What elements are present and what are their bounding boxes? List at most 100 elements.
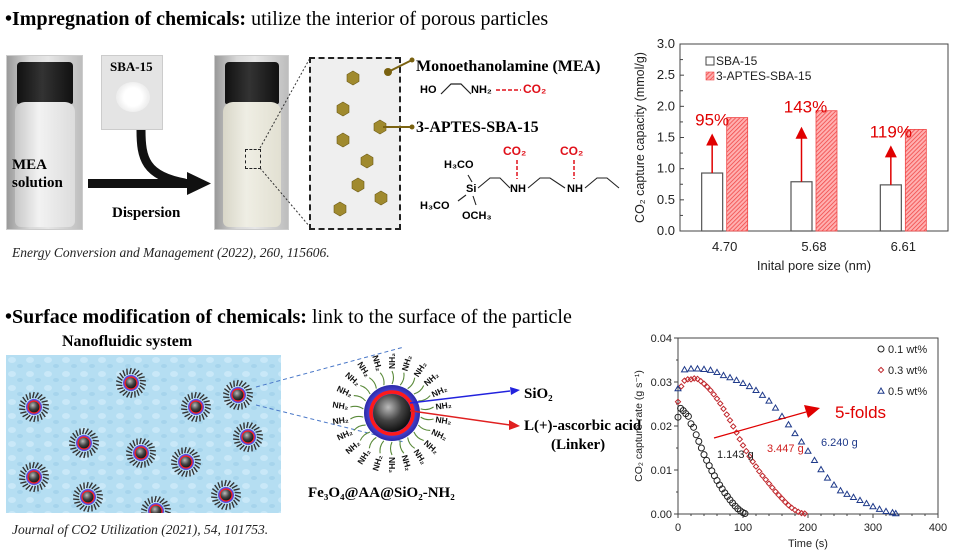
core: [81, 490, 95, 504]
ligand: [119, 389, 126, 394]
ligand: [172, 466, 179, 469]
data-point: [700, 365, 708, 372]
ligand: [69, 436, 76, 442]
ligand: [194, 458, 201, 461]
dispersion-label: Dispersion: [112, 205, 181, 221]
mea-nh2: NH₂: [471, 84, 492, 96]
data-point: [791, 429, 799, 437]
nanofluid-title: Nanofluidic system: [62, 333, 193, 350]
data-point: [729, 423, 737, 430]
ligand: [184, 446, 187, 454]
ligand: [136, 461, 141, 468]
ligand: [96, 498, 103, 504]
vial-body: [15, 102, 75, 227]
ligand: [129, 442, 134, 449]
mea-vial-photo: MEA solution: [6, 55, 83, 230]
core: [77, 436, 91, 450]
ligand: [93, 486, 100, 491]
nanoparticle-icon: [68, 427, 100, 459]
ligand: [243, 445, 248, 452]
mass-label-0.3wt: 3.447 g: [767, 443, 804, 455]
si-atom: Si: [466, 183, 477, 195]
linker-chain: [353, 424, 366, 431]
linker-chain: [359, 431, 371, 441]
core: [149, 504, 163, 513]
ligand: [212, 499, 219, 502]
ligand: [214, 501, 221, 506]
ligand: [204, 403, 211, 406]
data-point: [856, 496, 864, 504]
scatter-chart: 0.00 0.01 0.02 0.03 0.04 0 100 200 300 400 Time (s…: [633, 333, 947, 550]
data-point: [741, 510, 749, 518]
ligand: [224, 479, 227, 487]
ligand: [87, 429, 93, 436]
ligand: [226, 401, 233, 406]
ligand: [201, 396, 208, 401]
core: [179, 455, 193, 469]
core: [241, 430, 255, 444]
ligand: [126, 454, 133, 457]
ligand: [233, 403, 238, 410]
ligand: [149, 449, 156, 452]
ligand: [226, 384, 231, 391]
ligand: [130, 391, 133, 399]
ligand: [139, 382, 147, 386]
ligand: [181, 470, 186, 477]
ligand: [177, 469, 183, 476]
ligand: [194, 391, 197, 399]
nanoparticle-icon: [140, 495, 172, 513]
ligand: [122, 390, 128, 397]
ligand: [193, 455, 200, 458]
ligand: [191, 451, 198, 456]
data-point: [703, 383, 711, 391]
data-point: [891, 509, 900, 517]
ligand: [79, 451, 84, 458]
ligand: [73, 490, 80, 496]
data-point: [817, 465, 825, 473]
ligand: [19, 408, 26, 411]
ligand: [22, 396, 27, 403]
y-tick-label: 0.02: [651, 421, 672, 433]
ligand: [159, 497, 165, 504]
ligand: [83, 505, 88, 512]
linker-label-line1: L(+)-ascorbic acid: [524, 418, 642, 434]
nanoparticle-icon: [180, 391, 212, 423]
x-tick-label: 200: [799, 522, 817, 534]
linker-chain: [353, 395, 367, 402]
ligand: [41, 400, 48, 403]
ligand: [69, 444, 76, 447]
sba15-label: SBA-15: [110, 59, 153, 74]
nanoparticle-icon: [170, 446, 202, 478]
nh2-group-label: NH₂: [387, 457, 397, 473]
mea-label-line1: MEA: [12, 157, 47, 173]
bar-aptes-sba15: [726, 117, 749, 232]
data-point: [765, 396, 773, 404]
ligand: [92, 439, 99, 442]
ligand: [84, 428, 89, 435]
core: [124, 376, 138, 390]
ligand: [248, 422, 253, 429]
ligand: [33, 415, 36, 423]
ligand: [246, 394, 254, 398]
ligand: [226, 480, 231, 487]
series-diamond: [674, 375, 809, 517]
data-point: [771, 403, 780, 411]
data-point: [745, 382, 754, 390]
bar-sba15: [790, 181, 813, 232]
section1-bullet: •: [5, 8, 13, 30]
data-point: [697, 444, 705, 452]
ligand: [140, 508, 148, 512]
nanoparticle-icon: [125, 437, 157, 469]
mea-chain-bond: [440, 83, 472, 95]
data-point: [710, 391, 718, 398]
ligand: [86, 481, 89, 489]
ligand: [140, 461, 143, 469]
ligand: [19, 400, 26, 406]
ligand: [39, 483, 43, 490]
ligand: [161, 500, 168, 505]
data-point: [700, 380, 708, 388]
data-point: [791, 506, 799, 514]
data-point: [690, 423, 698, 431]
vial-body-milky: [223, 102, 281, 227]
ligand: [232, 434, 240, 438]
